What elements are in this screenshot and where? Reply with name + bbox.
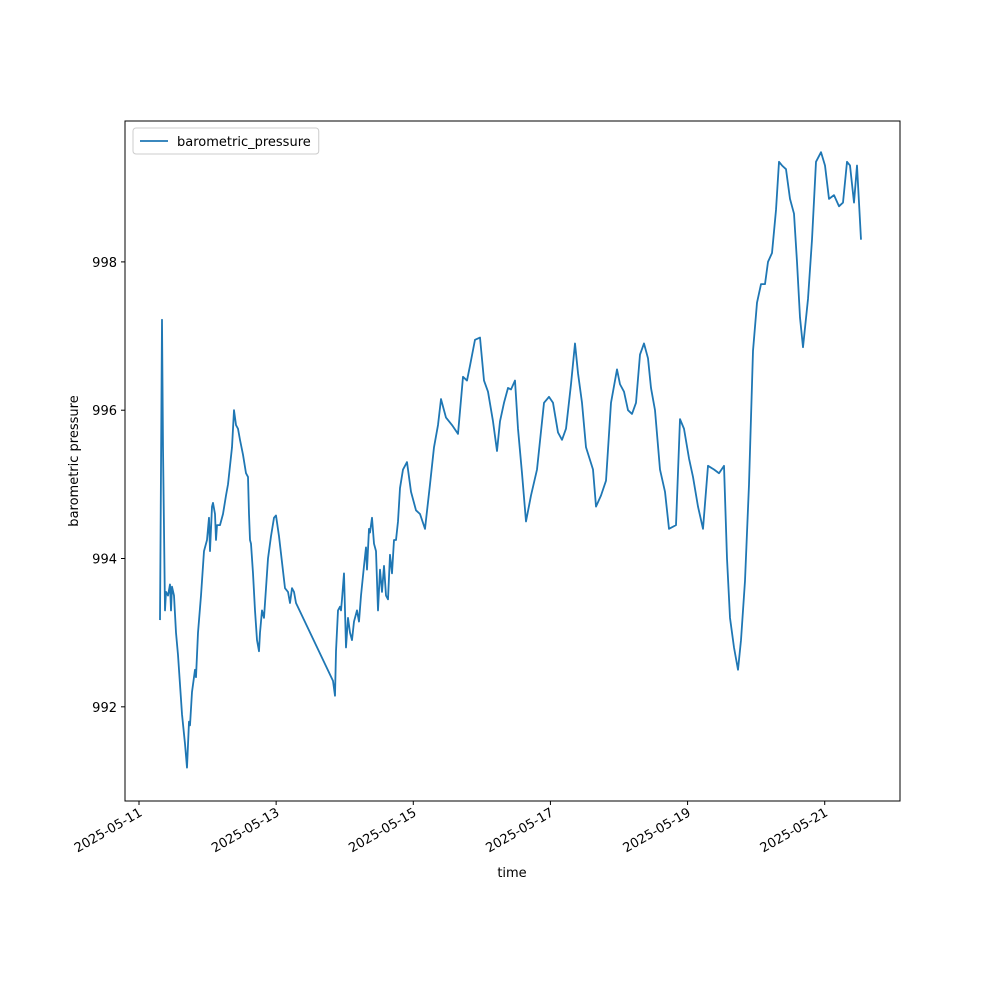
y-axis-label: barometric pressure [67,395,82,526]
y-tick-label: 998 [92,256,117,271]
legend: barometric_pressure [132,127,320,155]
x-tick-label: 2025-05-21 [758,805,831,856]
x-tick-label: 2025-05-13 [209,805,282,856]
legend-label: barometric_pressure [177,135,311,150]
y-tick-label: 994 [92,553,117,568]
y-tick-label: 992 [92,701,117,716]
x-tick-label: 2025-05-11 [72,805,145,856]
x-tick-label: 2025-05-15 [346,805,419,856]
y-tick-label: 996 [92,404,117,419]
legend-box [132,127,320,155]
x-tick-label: 2025-05-17 [483,805,556,856]
plot-area [124,120,901,802]
x-axis-label: time [497,866,526,881]
data-line [159,151,862,769]
x-tick-label: 2025-05-19 [621,805,694,856]
